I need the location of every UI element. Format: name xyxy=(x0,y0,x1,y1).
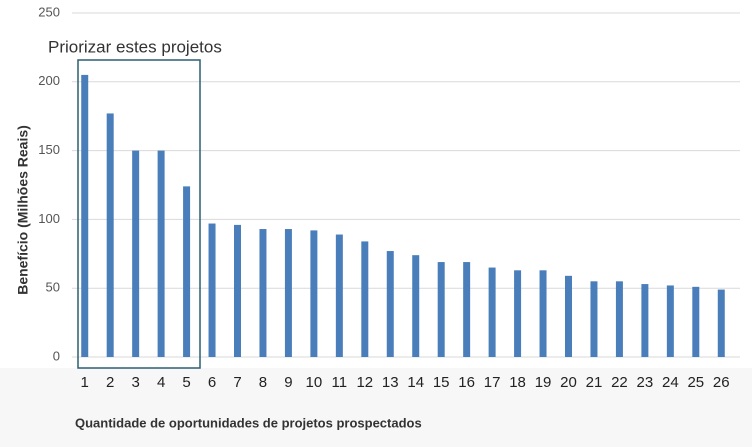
x-tick-label: 26 xyxy=(713,374,730,391)
y-axis-label: Benefício (Milhões Reais) xyxy=(15,125,31,295)
bar xyxy=(717,289,725,357)
y-tick-label: 0 xyxy=(53,348,60,363)
bar xyxy=(412,255,420,357)
bar xyxy=(463,262,471,357)
bar xyxy=(106,113,114,357)
x-tick-label: 3 xyxy=(131,374,139,391)
x-tick-label: 23 xyxy=(637,374,654,391)
bar xyxy=(335,234,343,357)
bar xyxy=(361,241,369,357)
bar xyxy=(590,281,598,357)
bar xyxy=(565,275,572,357)
x-tick-label: 17 xyxy=(484,374,501,391)
x-tick-label: 6 xyxy=(208,374,216,391)
x-tick-label: 5 xyxy=(182,374,190,391)
bar xyxy=(284,229,292,357)
y-tick-label: 50 xyxy=(46,280,60,295)
x-tick-label: 16 xyxy=(458,374,475,391)
bar xyxy=(488,267,496,357)
x-tick-label: 21 xyxy=(586,374,603,391)
bar xyxy=(81,74,89,358)
bar xyxy=(641,284,649,357)
bar xyxy=(234,224,241,357)
bar xyxy=(386,251,394,357)
bar xyxy=(183,186,191,357)
x-tick-label: 18 xyxy=(509,374,526,391)
footer-band xyxy=(0,368,752,447)
annotation: Priorizar estes projetos xyxy=(48,37,222,56)
x-tick-label: 25 xyxy=(687,374,704,391)
bar xyxy=(132,150,140,357)
bar xyxy=(437,262,445,357)
x-tick-label: 14 xyxy=(407,374,424,391)
x-tick-label: 24 xyxy=(662,374,679,391)
x-tick-label: 20 xyxy=(560,374,577,391)
y-tick-label: 200 xyxy=(38,73,60,88)
bar xyxy=(157,150,165,357)
x-tick-label: 22 xyxy=(611,374,628,391)
bar xyxy=(666,285,674,357)
bar xyxy=(208,223,216,357)
x-tick-label: 7 xyxy=(233,374,241,391)
x-tick-label: 9 xyxy=(284,374,292,391)
x-tick-label: 19 xyxy=(535,374,552,391)
bar xyxy=(615,281,623,357)
x-tick-label: 1 xyxy=(81,374,89,391)
x-tick-label: 12 xyxy=(356,374,373,391)
y-tick-label: 100 xyxy=(38,211,60,226)
y-tick-label: 250 xyxy=(38,4,60,19)
y-tick-label: 150 xyxy=(38,142,60,157)
bar xyxy=(259,229,267,357)
x-tick-label: 15 xyxy=(433,374,450,391)
bar xyxy=(692,286,700,357)
x-tick-label: 11 xyxy=(332,374,348,391)
bar xyxy=(539,270,547,357)
x-axis-label: Quantidade de oportunidades de projetos … xyxy=(75,415,422,430)
x-tick-label: 10 xyxy=(306,374,323,391)
x-tick-label: 13 xyxy=(382,374,399,391)
bar xyxy=(310,230,318,357)
x-tick-label: 8 xyxy=(259,374,267,391)
x-tick-label: 2 xyxy=(106,374,114,391)
x-tick-label: 4 xyxy=(157,374,165,391)
highlight-box xyxy=(77,59,201,369)
bar xyxy=(514,270,522,357)
